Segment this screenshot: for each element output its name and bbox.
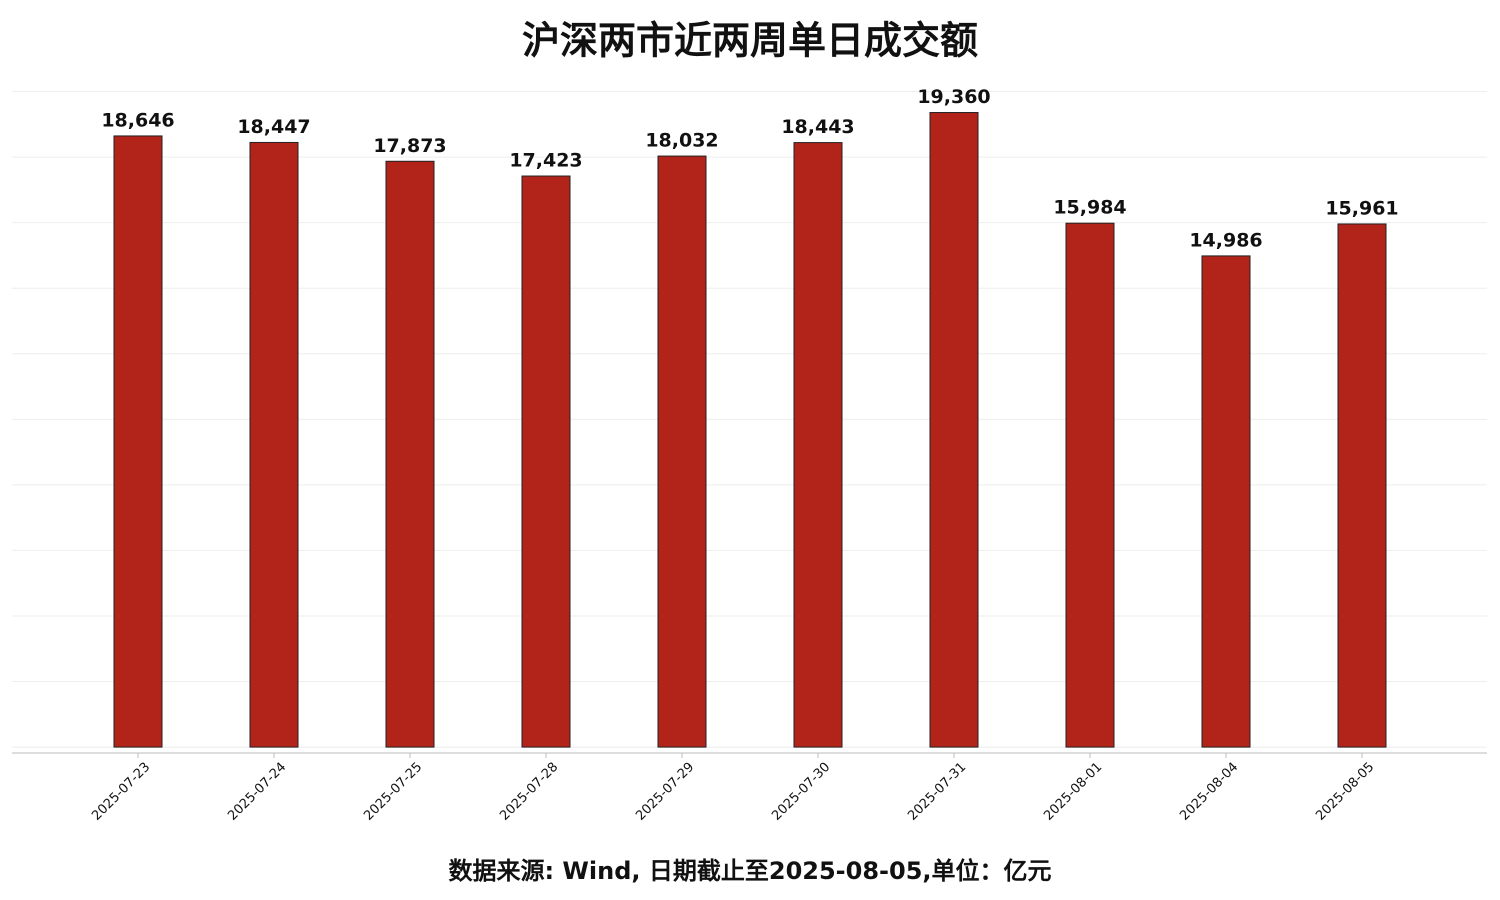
chart-title: 沪深两市近两周单日成交额 bbox=[522, 19, 978, 63]
bar bbox=[249, 141, 299, 748]
x-tick-label: 2025-07-23 bbox=[89, 760, 153, 824]
x-tick-label: 2025-07-30 bbox=[769, 760, 833, 824]
x-tick-label: 2025-07-28 bbox=[497, 760, 561, 824]
value-label: 15,984 bbox=[1053, 197, 1126, 219]
value-label: 18,646 bbox=[101, 109, 174, 131]
value-label: 18,032 bbox=[645, 130, 718, 152]
x-tick-label: 2025-07-24 bbox=[225, 760, 289, 824]
bar bbox=[793, 142, 843, 748]
x-tick-label: 2025-07-29 bbox=[633, 760, 697, 824]
value-label: 17,873 bbox=[373, 135, 446, 157]
x-tick-label: 2025-07-25 bbox=[361, 760, 425, 824]
x-tick-label: 2025-08-01 bbox=[1041, 760, 1105, 824]
value-label: 18,447 bbox=[237, 116, 310, 138]
x-tick-label: 2025-07-31 bbox=[905, 760, 969, 824]
x-tick-label: 2025-08-04 bbox=[1177, 760, 1241, 824]
bar bbox=[113, 135, 163, 748]
x-tick-label: 2025-08-05 bbox=[1313, 760, 1377, 824]
bar bbox=[1337, 223, 1387, 748]
bar bbox=[1201, 255, 1251, 748]
value-label: 17,423 bbox=[509, 150, 582, 172]
caption: 数据来源: Wind, 日期截止至2025-08-05,单位：亿元 bbox=[448, 857, 1051, 885]
value-label: 18,443 bbox=[781, 116, 854, 138]
bar bbox=[385, 160, 435, 748]
value-label: 15,961 bbox=[1325, 197, 1398, 219]
bar bbox=[657, 155, 707, 748]
value-label: 14,986 bbox=[1189, 229, 1262, 251]
value-label: 19,360 bbox=[917, 86, 990, 108]
bar bbox=[1065, 222, 1115, 748]
bar bbox=[929, 112, 979, 748]
bar bbox=[521, 175, 571, 748]
